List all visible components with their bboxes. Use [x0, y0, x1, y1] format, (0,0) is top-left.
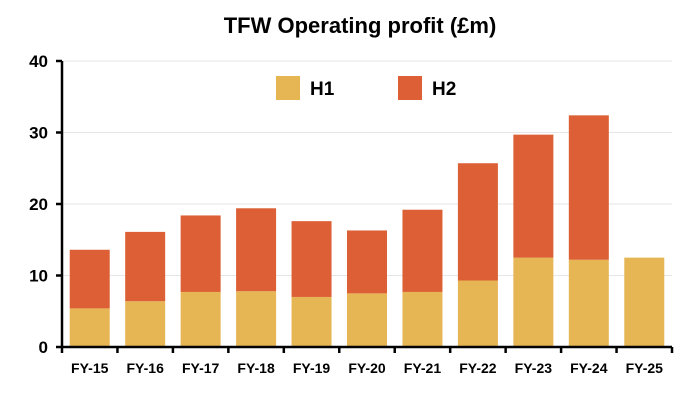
axes: 0 10 20 30 40 FY-15 FY-16 FY-17 FY-18 FY-19 FY-20 F… [29, 52, 674, 376]
bar-h2-fy-20 [347, 230, 387, 294]
x-tick-label: FY-24 [570, 360, 608, 376]
legend-swatch-h2 [398, 76, 422, 100]
bar-h1-fy-23 [513, 257, 554, 347]
bar-h2-fy-15 [69, 249, 110, 309]
bar-h1-fy-19 [291, 296, 332, 347]
chart-title: TFW Operating profit (£m) [224, 13, 497, 38]
bar-h2-fy-17 [180, 215, 221, 292]
bar-h2-fy-16 [125, 231, 166, 302]
x-tick-label: FY-18 [237, 360, 275, 376]
x-tick-label: FY-25 [626, 360, 664, 376]
legend-swatch-h1 [276, 76, 300, 100]
y-tick-label: 20 [29, 195, 48, 214]
bar-h1-fy-22 [457, 280, 498, 347]
x-tick-label: FY-23 [515, 360, 553, 376]
bar-h1-fy-20 [347, 293, 387, 347]
x-tick-label: FY-22 [459, 360, 497, 376]
x-tick-label: FY-17 [182, 360, 220, 376]
y-tick-label: 10 [29, 267, 48, 286]
y-tick-label: 40 [29, 52, 48, 71]
y-tick-label: 0 [39, 338, 48, 357]
x-tick-label: FY-20 [348, 360, 386, 376]
y-tick-label: 30 [29, 124, 48, 143]
bar-h2-fy-23 [513, 134, 554, 258]
bar-h1-fy-16 [125, 301, 166, 347]
bar-h2-fy-19 [291, 221, 332, 297]
bar-h2-fy-18 [236, 208, 277, 292]
x-tick-label: FY-19 [293, 360, 331, 376]
x-tick-label: FY-21 [404, 360, 442, 376]
legend: H1 H2 [276, 76, 456, 100]
bar-h1-fy-15 [69, 308, 110, 347]
x-tick-label: FY-15 [71, 360, 109, 376]
bar-h2-fy-21 [402, 209, 443, 292]
bar-h1-fy-24 [568, 259, 609, 347]
legend-label-h2: H2 [432, 79, 456, 100]
bar-h1-fy-18 [236, 291, 277, 347]
x-tick-label: FY-16 [127, 360, 165, 376]
bar-h1-fy-25 [624, 257, 665, 347]
bar-h2-fy-24 [568, 115, 609, 260]
bar-h1-fy-21 [402, 291, 443, 347]
bars [69, 115, 665, 347]
bar-h2-fy-22 [457, 163, 498, 281]
bar-h1-fy-17 [180, 291, 221, 347]
legend-label-h1: H1 [310, 79, 335, 100]
